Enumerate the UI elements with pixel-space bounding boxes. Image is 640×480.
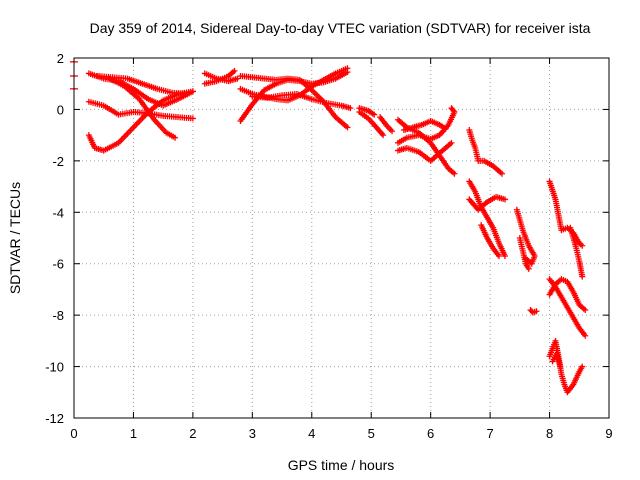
data-point: [525, 265, 532, 272]
data-point: [189, 115, 196, 122]
data-point: [579, 363, 586, 370]
data-point: [389, 128, 396, 135]
data-point: [501, 196, 508, 203]
y-tick-label: -6: [52, 257, 64, 272]
x-tick-label: 7: [486, 426, 493, 441]
y-tick-label: -4: [52, 205, 64, 220]
y-tick-label: -2: [52, 154, 64, 169]
data-point: [579, 242, 586, 249]
data-points: [70, 61, 589, 396]
data-point: [172, 134, 179, 141]
data-point: [380, 132, 387, 139]
data-point: [448, 139, 455, 146]
x-axis-label: GPS time / hours: [288, 457, 395, 473]
x-tick-label: 2: [189, 426, 196, 441]
data-point: [557, 363, 564, 370]
x-tick-label: 6: [427, 426, 434, 441]
data-point: [582, 307, 589, 313]
y-axis-label: SDTVAR / TECUs: [7, 182, 23, 294]
data-point: [533, 308, 540, 315]
x-tick-label: 3: [249, 426, 256, 441]
y-tick-label: -10: [45, 360, 64, 375]
x-tick-label: 1: [130, 426, 137, 441]
plot-frame: [73, 57, 610, 419]
data-point: [499, 170, 505, 177]
y-tick-label: 0: [57, 102, 64, 117]
data-point: [189, 88, 196, 95]
y-tick-label: -8: [52, 308, 64, 323]
data-point: [347, 105, 354, 112]
data-point: [231, 67, 238, 74]
data-point: [371, 111, 378, 118]
x-tick-label: 8: [546, 426, 553, 441]
data-point: [183, 91, 190, 97]
data-point: [344, 65, 351, 72]
tick-labels: 0 1 2 3 4 5 6 7 8 9 -12 -10 -8 -6 -4 -2 0 2: [45, 51, 612, 441]
data-point: [448, 105, 455, 112]
x-tick-label: 4: [308, 426, 315, 441]
x-tick-label: 9: [605, 426, 612, 441]
data-point: [442, 125, 449, 132]
y-tick-label: 2: [57, 51, 64, 66]
chart-title: Day 359 of 2014, Sidereal Day-to-day VTE…: [90, 20, 591, 36]
data-point: [344, 124, 351, 131]
data-point: [449, 106, 456, 113]
axis-ticks: [73, 57, 610, 419]
data-point: [501, 253, 508, 259]
x-tick-label: 5: [368, 426, 375, 441]
data-point: [582, 332, 589, 339]
data-point: [496, 253, 503, 259]
y-tick-label: -12: [45, 411, 64, 426]
data-point: [451, 170, 458, 177]
x-tick-label: 0: [70, 426, 77, 441]
data-point: [579, 273, 586, 280]
